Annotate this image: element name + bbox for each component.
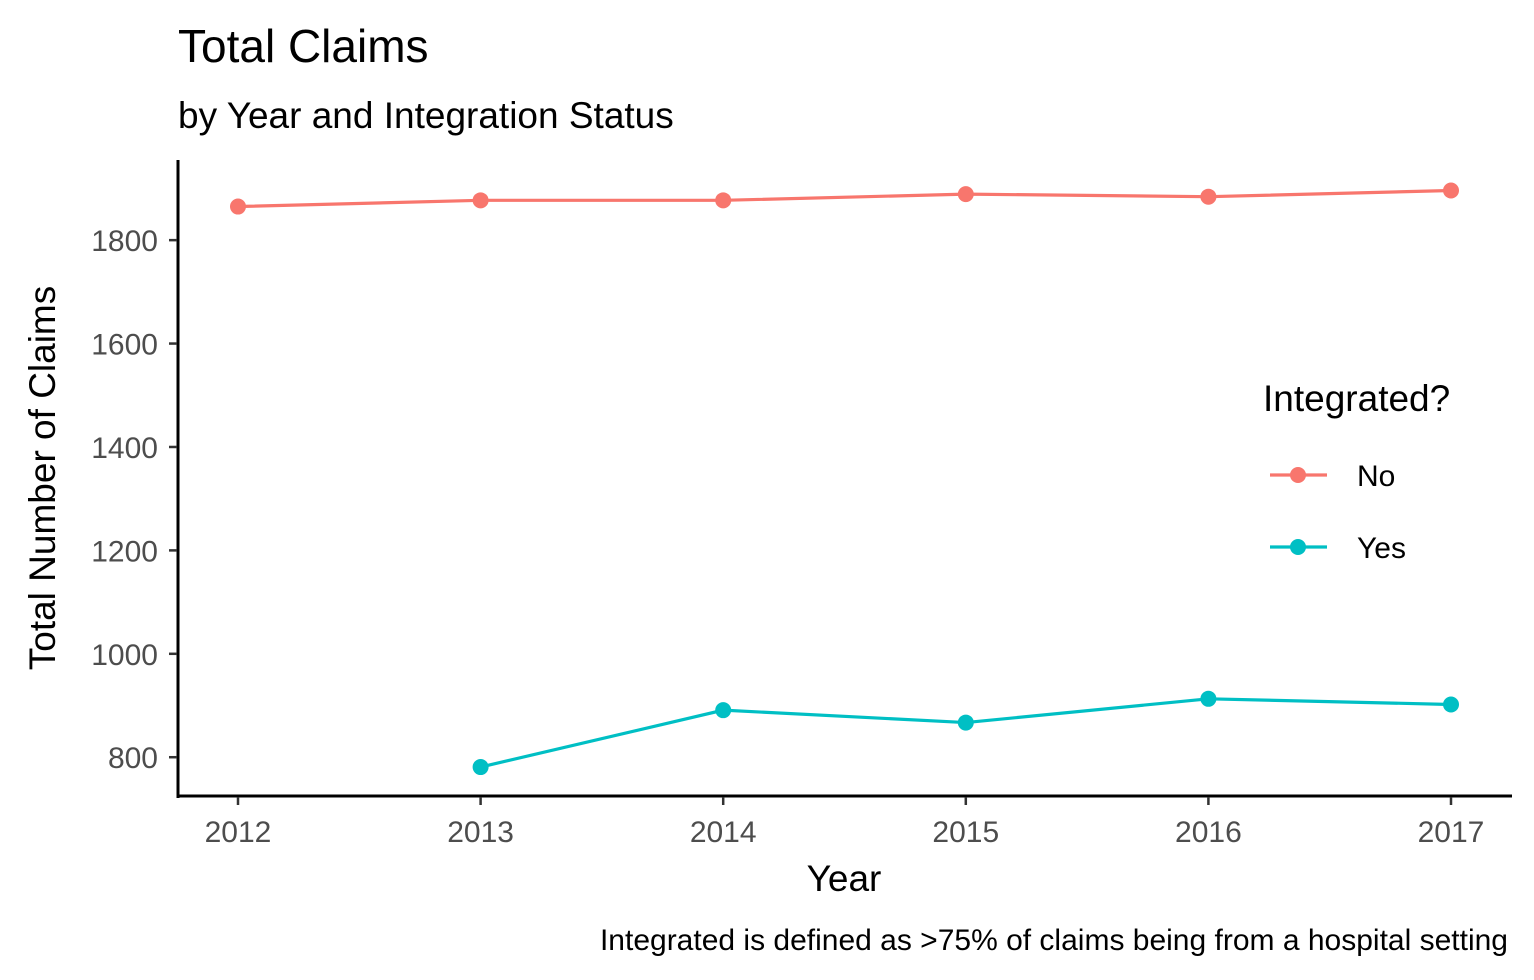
plot-area xyxy=(230,182,1459,776)
x-tick-label: 2012 xyxy=(205,816,272,849)
y-axis: 800 1000 1200 1400 1600 1800 xyxy=(91,225,177,775)
data-point-no xyxy=(230,198,246,215)
x-axis: 2012 2013 2014 2015 2016 2017 xyxy=(205,797,1485,849)
y-tick-label: 800 xyxy=(108,742,158,775)
x-tick-label: 2016 xyxy=(1175,816,1242,849)
data-point-yes xyxy=(1200,690,1217,707)
chart-subtitle: by Year and Integration Status xyxy=(178,95,674,136)
data-point-yes xyxy=(472,759,489,776)
x-tick-label: 2013 xyxy=(447,816,514,849)
data-point-no xyxy=(957,186,974,203)
chart-title: Total Claims xyxy=(178,20,429,72)
data-point-no xyxy=(472,192,489,209)
x-tick-label: 2015 xyxy=(932,816,999,849)
series-line-no xyxy=(237,188,1452,209)
legend-label-no: No xyxy=(1357,460,1395,493)
y-tick-label: 1000 xyxy=(91,639,158,672)
data-point-yes xyxy=(1443,696,1459,713)
legend-key-point-yes xyxy=(1290,539,1306,555)
y-tick-label: 1800 xyxy=(91,225,158,258)
series-line-yes xyxy=(480,697,1452,769)
legend-label-yes: Yes xyxy=(1357,532,1406,565)
data-point-yes xyxy=(715,702,732,719)
legend: Integrated? No Yes xyxy=(1263,378,1450,565)
data-point-no xyxy=(1200,188,1217,205)
y-axis-title: Total Number of Claims xyxy=(22,286,63,671)
data-point-yes xyxy=(957,714,974,731)
y-tick-label: 1400 xyxy=(91,432,158,465)
chart-caption: Integrated is defined as >75% of claims … xyxy=(600,924,1508,957)
data-point-no xyxy=(715,192,732,209)
data-point-no xyxy=(1443,182,1459,199)
y-tick-label: 1600 xyxy=(91,329,158,362)
y-tick-label: 1200 xyxy=(91,535,158,568)
x-tick-label: 2017 xyxy=(1418,816,1485,849)
x-axis-title: Year xyxy=(807,858,882,899)
legend-title: Integrated? xyxy=(1263,378,1450,419)
legend-key-point-no xyxy=(1290,467,1306,483)
x-tick-label: 2014 xyxy=(690,816,757,849)
